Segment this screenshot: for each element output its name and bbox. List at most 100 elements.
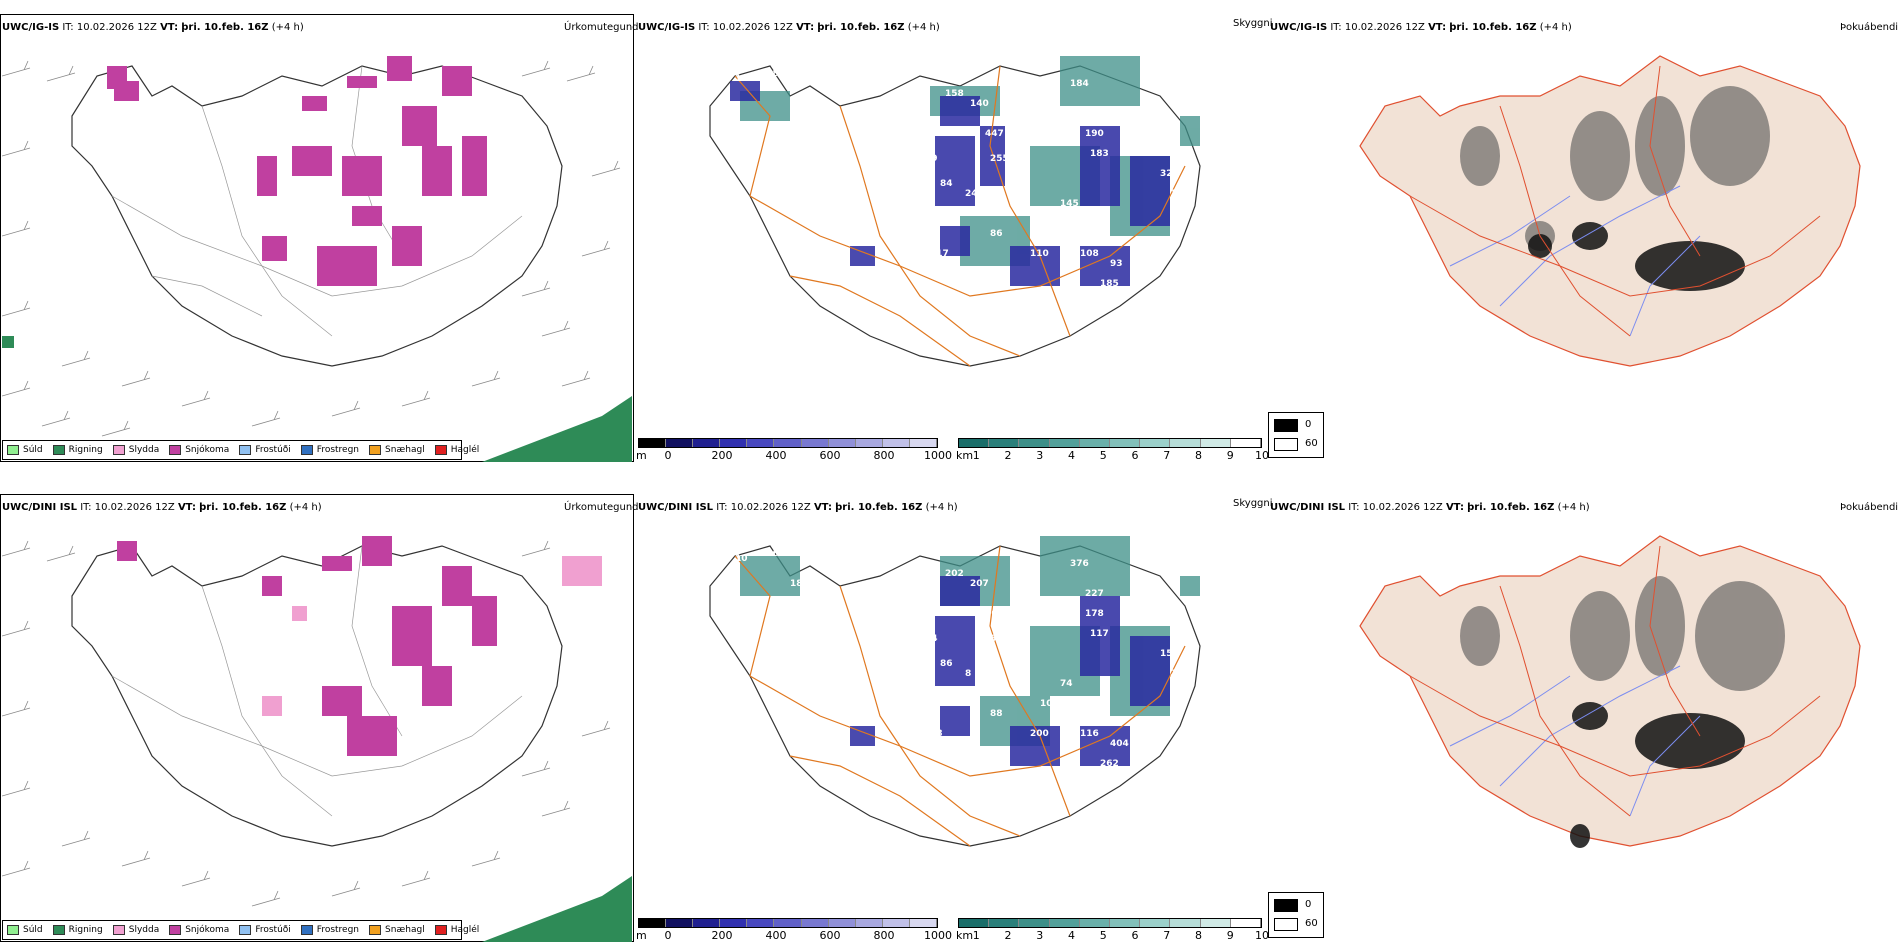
vt-value: þri. 10.feb. 16Z (199, 502, 287, 513)
vis-blue-areas (850, 576, 1170, 766)
colorbar-swatch (1170, 919, 1201, 927)
colorbar-swatch (989, 919, 1020, 927)
colorbar-swatch (666, 439, 694, 447)
colorbar-swatch (747, 439, 775, 447)
colorbar-tick: 400 (765, 449, 787, 462)
colorbar-swatch (720, 439, 748, 447)
colorbar-swatch (882, 919, 910, 927)
colorbar-tick: 2 (1004, 929, 1012, 942)
colorbar-swatch (801, 919, 829, 927)
visibility-value: 10 (735, 554, 748, 564)
legend-swatch (112, 445, 125, 455)
visibility-value: 95 (910, 229, 923, 239)
model-name: UWC/IG-IS (1270, 22, 1328, 33)
colorbar-tick: 800 (873, 449, 895, 462)
colorbar-tick: 600 (819, 449, 841, 462)
roads (1409, 65, 1821, 337)
visibility-value: 137 (735, 74, 754, 84)
colorbar-swatch (828, 439, 856, 447)
colorbar-swatch (909, 439, 938, 447)
visibility-value: 163 (1170, 189, 1189, 199)
visibility-value: 116 (1080, 729, 1099, 739)
roads (1409, 545, 1821, 817)
colorbar-swatch (1200, 919, 1231, 927)
colorbar-tick: 1000 (924, 449, 952, 462)
precip-map-2 (2, 536, 632, 942)
colorbar-swatch (693, 919, 721, 927)
colorbar-tick: 10 (1255, 929, 1269, 942)
visibility-value: 47 (790, 99, 803, 109)
legend-swatch (112, 925, 125, 935)
vt-value: þri. 10.feb. 16Z (817, 22, 905, 33)
wind-barbs (2, 540, 611, 907)
fog-swatch-low (1274, 419, 1298, 432)
vis-value-labels: 137 188 47 158 140 81 89 84 240 447 255 184 274 190 18… (735, 69, 1189, 309)
precip-frame-2 (0, 494, 634, 942)
fog-title-1: Þokuábendi (1840, 22, 1899, 33)
visibility-value: 181 (1040, 219, 1059, 229)
colorbar-swatch (1110, 919, 1141, 927)
elevation-colorbar-2: 0 200 400 600 800 1000 m (636, 918, 952, 942)
colorbar-swatch (1140, 919, 1171, 927)
colorbar-swatch (720, 919, 748, 927)
colorbar-tick: 1 (972, 449, 980, 462)
vis-title-2: Skyggni (1233, 498, 1273, 509)
visibility-value: 185 (1100, 279, 1119, 289)
it-label: IT: (1348, 502, 1360, 513)
elev-unit: m (636, 929, 647, 942)
precip-legend-1: Súld Rigning Slydda Snjókoma Frostúði Fr… (2, 440, 479, 460)
iceland-outline (71, 65, 563, 367)
colorbar-tick: 1000 (924, 929, 952, 942)
lead-time: (+4 h) (271, 22, 304, 33)
visibility-value: 240 (965, 189, 984, 199)
visibility-value: 511 (1060, 299, 1079, 309)
vis-map-2: 10 166 181 202 207 182 84 86 8 265 62 376 227 178 117 8… (709, 536, 1201, 847)
visibility-value: 190 (1085, 129, 1104, 139)
fog-map-1 (1359, 55, 1861, 367)
visibility-value: 74 (1060, 679, 1073, 689)
legend-swatch (7, 925, 19, 935)
model-name: UWC/DINI ISL (2, 502, 78, 513)
it-value: 10.02.2026 12Z (730, 502, 811, 513)
colorbar-tick: 7 (1163, 449, 1171, 462)
colorbar-swatch (882, 439, 910, 447)
road-network (111, 545, 523, 817)
legend-swatch (434, 925, 447, 935)
it-label: IT: (62, 22, 74, 33)
visibility-value: 244 (1170, 669, 1189, 679)
vt-label: VT: (1428, 22, 1447, 33)
visibility-value: 100 (1040, 699, 1059, 709)
colorbar-tick: 9 (1226, 449, 1234, 462)
visibility-value: 376 (1070, 559, 1089, 569)
fog-shading (1460, 86, 1770, 251)
precip-title-1: Úrkomutegund (564, 22, 639, 33)
precip-header-1: UWC/IG-IS IT: 10.02.2026 12Z VT: þri. 10… (2, 22, 304, 34)
iceland-outline (709, 65, 1201, 367)
visibility-value: 181 (790, 579, 809, 589)
legend-item-sleet: Slydda (112, 445, 159, 455)
visibility-value: 184 (1070, 79, 1089, 89)
colorbar-tick: 3 (1036, 929, 1044, 942)
colorbar-tick: 800 (873, 929, 895, 942)
elev-unit: m (636, 449, 647, 462)
vt-label: VT: (796, 22, 815, 33)
fog-high-value: 60 (1305, 438, 1318, 449)
colorbar-swatch (959, 439, 990, 447)
model-name: UWC/DINI ISL (638, 502, 714, 513)
visibility-value: 165 (1150, 124, 1169, 134)
iceland-outline (709, 545, 1201, 847)
colorbar-tick: 0 (664, 449, 672, 462)
rain-areas (2, 336, 632, 462)
visibility-value: 117 (930, 249, 949, 259)
visibility-value: 140 (970, 99, 989, 109)
colorbar-swatch (1200, 439, 1231, 447)
vt-value: þri. 10.feb. 16Z (835, 502, 923, 513)
legend-swatch (169, 445, 182, 455)
fog-low-value: 0 (1305, 419, 1312, 430)
legend-swatch (369, 925, 382, 935)
colorbar-swatch (909, 919, 938, 927)
legend-item-rain: Rigning (52, 925, 103, 935)
lead-time: (+4 h) (907, 22, 940, 33)
lead-time: (+4 h) (1539, 22, 1572, 33)
visibility-value: 274 (1085, 109, 1104, 119)
